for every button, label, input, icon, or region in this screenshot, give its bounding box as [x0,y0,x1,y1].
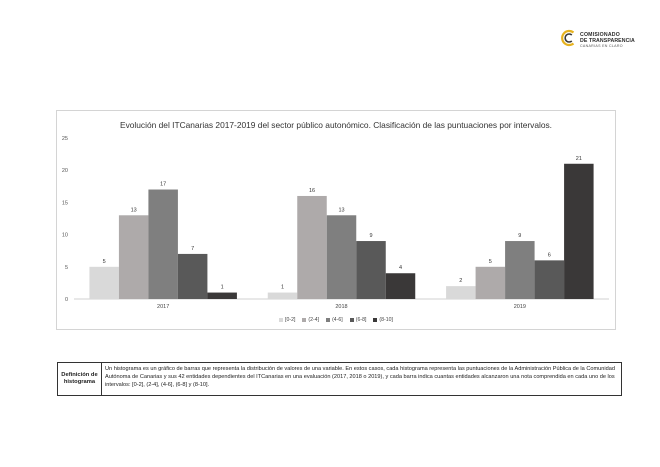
logo-seal-icon [561,29,575,47]
legend-item: (8-10] [373,317,393,323]
chart-container: Evolución del ITCanarias 2017-2019 del s… [56,110,616,330]
bar [148,189,178,299]
data-label: 6 [548,252,551,258]
histogram-chart: 0510152025513177120171161394201825962120… [62,136,609,310]
bar [385,273,416,299]
legend-swatch [349,318,354,322]
logo-line-3: CANARIAS EN CLARO [580,44,623,48]
legend-label: (4-6] [332,317,343,323]
data-label: 1 [281,285,284,291]
data-label: 4 [399,265,402,271]
legend-swatch [326,318,331,322]
data-label: 16 [309,188,315,194]
bar [356,241,386,299]
data-label: 17 [160,182,166,188]
data-label: 21 [576,156,582,162]
legend-item: (4-6] [326,317,343,323]
legend-label: [0-2] [285,317,296,323]
legend-item: (2-4] [302,317,319,323]
x-tick-label: 2019 [514,304,526,310]
data-label: 13 [131,207,137,213]
data-label: 13 [338,207,344,213]
legend-label: (2-4] [308,317,320,323]
legend-item: [0-2] [279,317,295,323]
legend-swatch [279,318,284,322]
data-label: 5 [103,259,106,265]
bar [505,241,535,299]
data-label: 9 [518,233,521,239]
definition-label: Definición de histograma [58,363,102,395]
x-tick-label: 2017 [157,304,169,310]
x-tick-label: 2018 [335,304,347,310]
definition-text: Un histograma es un gráfico de barras qu… [105,366,615,389]
bar [564,163,594,299]
data-label: 1 [221,285,224,291]
bar [267,292,298,299]
y-tick-label: 20 [62,168,68,174]
comisionado-logo: COMISIONADO DE TRANSPARENCIA CANARIAS EN… [560,29,640,51]
bar [446,286,476,299]
chart-legend: [0-2] (2-4] (4-6] (6-8] (8-10] [57,317,615,323]
bar [475,266,506,299]
logo-line-2: DE TRANSPARENCIA [580,38,635,44]
data-label: 2 [459,278,462,284]
bar [207,292,237,299]
bar [326,215,357,299]
definition-table: Definición de histograma Un histograma e… [57,362,622,396]
y-tick-label: 25 [62,136,68,142]
logo-line-1: COMISIONADO [580,32,620,38]
bar [534,260,565,299]
legend-label: (8-10] [379,317,393,323]
bar [118,215,149,299]
bar [89,266,119,299]
bar [297,195,327,299]
legend-swatch [302,318,307,322]
legend-label: (6-8] [355,317,367,323]
y-tick-label: 10 [62,233,68,239]
y-tick-label: 5 [65,265,68,271]
legend-swatch [373,318,378,322]
y-tick-label: 15 [62,200,68,206]
data-label: 9 [369,233,372,239]
bar [177,253,208,299]
data-label: 7 [191,246,194,252]
chart-title: Evolución del ITCanarias 2017-2019 del s… [119,120,553,130]
legend-item: (6-8] [349,317,367,323]
data-label: 5 [489,259,492,265]
y-tick-label: 0 [65,297,68,303]
